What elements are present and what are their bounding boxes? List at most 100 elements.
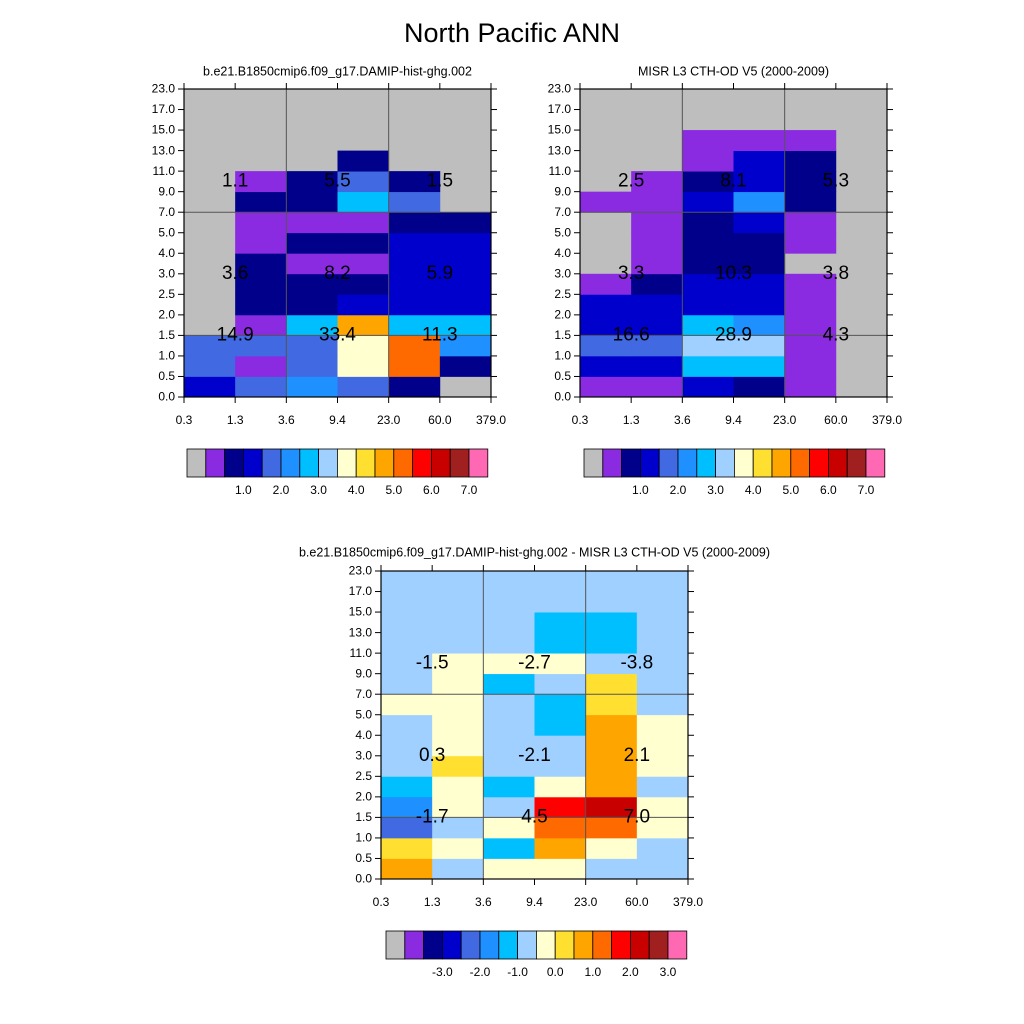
panel2-ytick-label-9: 7.0 xyxy=(554,205,571,219)
panel1-xtick-label-4: 23.0 xyxy=(377,413,401,427)
panel2-cell-r3-c2 xyxy=(682,314,734,336)
panel2-cell-r6-c2 xyxy=(682,253,734,275)
panel3-xtick-label-6: 379.0 xyxy=(673,895,703,909)
panel3-colorbar-swatch-5 xyxy=(479,930,500,960)
panel2-cell-r9-c1 xyxy=(631,191,683,213)
panel3-annotation-4: -2.1 xyxy=(518,745,551,766)
panel3-ytick-label-10: 9.0 xyxy=(355,666,372,680)
panel1-cell-r2-c4 xyxy=(388,335,441,357)
panel2-annotation-5: 3.8 xyxy=(823,263,849,284)
panel1-colorbar-swatch-14 xyxy=(449,448,470,478)
panel2-cell-r5-c1 xyxy=(631,273,683,295)
panel3-ytick-label-9: 7.0 xyxy=(355,687,372,701)
panel3-cell-r7-c0 xyxy=(381,714,433,736)
panel2-ytick-label-15: 23.0 xyxy=(548,82,572,96)
panel2-colorbar-label-4: 5.0 xyxy=(782,483,799,497)
panel1-cell-r1-c2 xyxy=(286,355,338,377)
panel1-annotation-4: 8.2 xyxy=(324,263,350,284)
panel3-colorbar-swatch-13 xyxy=(630,930,650,960)
panel3-cell-r6-c3 xyxy=(534,735,587,757)
panel3-colorbar-swatch-10 xyxy=(573,930,594,960)
panel1-cell-r0-c1 xyxy=(235,376,287,398)
panel2-cell-r4-c3 xyxy=(733,294,786,316)
panel3-cell-r8-c4 xyxy=(585,694,638,716)
panel3-annotation-3: 0.3 xyxy=(419,745,445,766)
panel2-cell-r10-c4 xyxy=(784,171,837,193)
panel3-ytick-label-1: 0.5 xyxy=(355,851,372,865)
panel3-cell-r10-c2 xyxy=(483,653,535,675)
panel1-cell-r6-c1 xyxy=(235,253,287,275)
panel3-cell-r3-c3 xyxy=(534,796,587,818)
panel1-ytick-label-11: 11.0 xyxy=(153,164,176,178)
panel2-ytick-label-4: 2.0 xyxy=(554,308,571,322)
panel1-cell-r2-c3 xyxy=(337,335,390,357)
panel1-xtick-label-2: 3.6 xyxy=(278,413,295,427)
panel2-annotation-8: 4.3 xyxy=(823,324,849,345)
panel1-colorbar-label-3: 4.0 xyxy=(348,483,365,497)
panel2-cell-r0-c3 xyxy=(733,376,786,398)
panel3-colorbar-swatch-11 xyxy=(592,930,612,960)
panel1-colorbar-swatch-11 xyxy=(393,448,413,478)
panel3-cell-r9-c4 xyxy=(585,673,638,695)
panel2-ytick-label-1: 0.5 xyxy=(554,369,571,383)
panel2-colorbar-swatch-14 xyxy=(846,448,867,478)
panel2-colorbar-swatch-13 xyxy=(828,448,848,478)
panel2-ytick-label-3: 1.5 xyxy=(554,328,571,342)
panel3-cell-r0-c1 xyxy=(432,858,484,880)
panel3-cell-r1-c2 xyxy=(483,837,535,859)
figure-title: North Pacific ANN xyxy=(403,18,621,48)
panel1-colorbar-swatch-10 xyxy=(374,448,395,478)
panel2-title: MISR L3 CTH-OD V5 (2000-2009) xyxy=(638,64,829,78)
panel1-cell-r3-c5 xyxy=(439,314,492,336)
panel1-cell-r4-c2 xyxy=(286,294,338,316)
panel1-cell-r8-c3 xyxy=(337,212,390,234)
panel3-colorbar-swatch-9 xyxy=(554,930,575,960)
panel3-cell-r6-c0 xyxy=(381,735,433,757)
panel2-cell-r0-c1 xyxy=(631,376,683,398)
panel3-colorbar-swatch-4 xyxy=(460,930,481,960)
panel1-colorbar-label-2: 3.0 xyxy=(310,483,327,497)
panel3-cell-r4-c1 xyxy=(432,776,484,798)
panel3-cell-r0-c3 xyxy=(534,858,587,880)
panel3-cell-r4-c3 xyxy=(534,776,587,798)
panel1-annotation-2: 1.5 xyxy=(427,170,453,191)
panel2-cell-r2-c2 xyxy=(682,335,734,357)
panel3-cell-r11-c1 xyxy=(432,632,484,654)
panel2-ytick-label-12: 13.0 xyxy=(548,143,572,157)
panel3-xtick-label-0: 0.3 xyxy=(373,895,390,909)
panel3-cell-r3-c1 xyxy=(432,796,484,818)
panel3-annotation-5: 2.1 xyxy=(624,745,650,766)
panel1-cell-r10-c3 xyxy=(337,171,390,193)
panel3-cell-r11-c3 xyxy=(534,632,587,654)
panel1-ytick-label-3: 1.5 xyxy=(158,328,175,342)
panel2-cell-r7-c1 xyxy=(631,232,683,254)
panel3-ytick-label-0: 0.0 xyxy=(355,872,372,886)
panel1-colorbar-swatch-13 xyxy=(430,448,451,478)
panel2-cell-r6-c3 xyxy=(733,253,786,275)
panel2-xtick-label-1: 1.3 xyxy=(623,413,640,427)
panel3-cell-r5-c3 xyxy=(534,755,587,777)
panel1-cell-r7-c4 xyxy=(388,232,441,254)
panel2-colorbar-swatch-11 xyxy=(790,448,810,478)
panel3-colorbar-swatch-3 xyxy=(441,930,462,960)
panel3-ytick-label-8: 5.0 xyxy=(355,707,372,721)
panel3-cell-r7-c5 xyxy=(636,714,689,736)
panel3-cell-r9-c0 xyxy=(381,673,433,695)
panel1-cell-r2-c1 xyxy=(235,335,287,357)
panel1-title: b.e21.B1850cmip6.f09_g17.DAMIP-hist-ghg.… xyxy=(203,64,472,78)
panel3-cell-r9-c2 xyxy=(483,673,535,695)
panel3-title: b.e21.B1850cmip6.f09_g17.DAMIP-hist-ghg.… xyxy=(299,545,770,559)
panel1-colorbar-label-5: 6.0 xyxy=(423,483,440,497)
panel1-cell-r6-c2 xyxy=(286,253,338,275)
panel3-colorbar-label-5: 2.0 xyxy=(622,965,639,979)
panel3-xtick-label-2: 3.6 xyxy=(475,895,492,909)
panel1-ytick-label-6: 3.0 xyxy=(158,266,175,280)
panel1-annotation-1: 5.5 xyxy=(324,170,350,191)
panel1-ytick-label-2: 1.0 xyxy=(158,349,175,363)
panel3-cell-r2-c4 xyxy=(585,817,638,839)
panel2-cell-r8-c3 xyxy=(733,212,786,234)
panel1-xtick-label-6: 379.0 xyxy=(476,413,506,427)
panel2-cell-r5-c4 xyxy=(784,273,837,295)
panel3-cell-r10-c5 xyxy=(636,653,689,675)
